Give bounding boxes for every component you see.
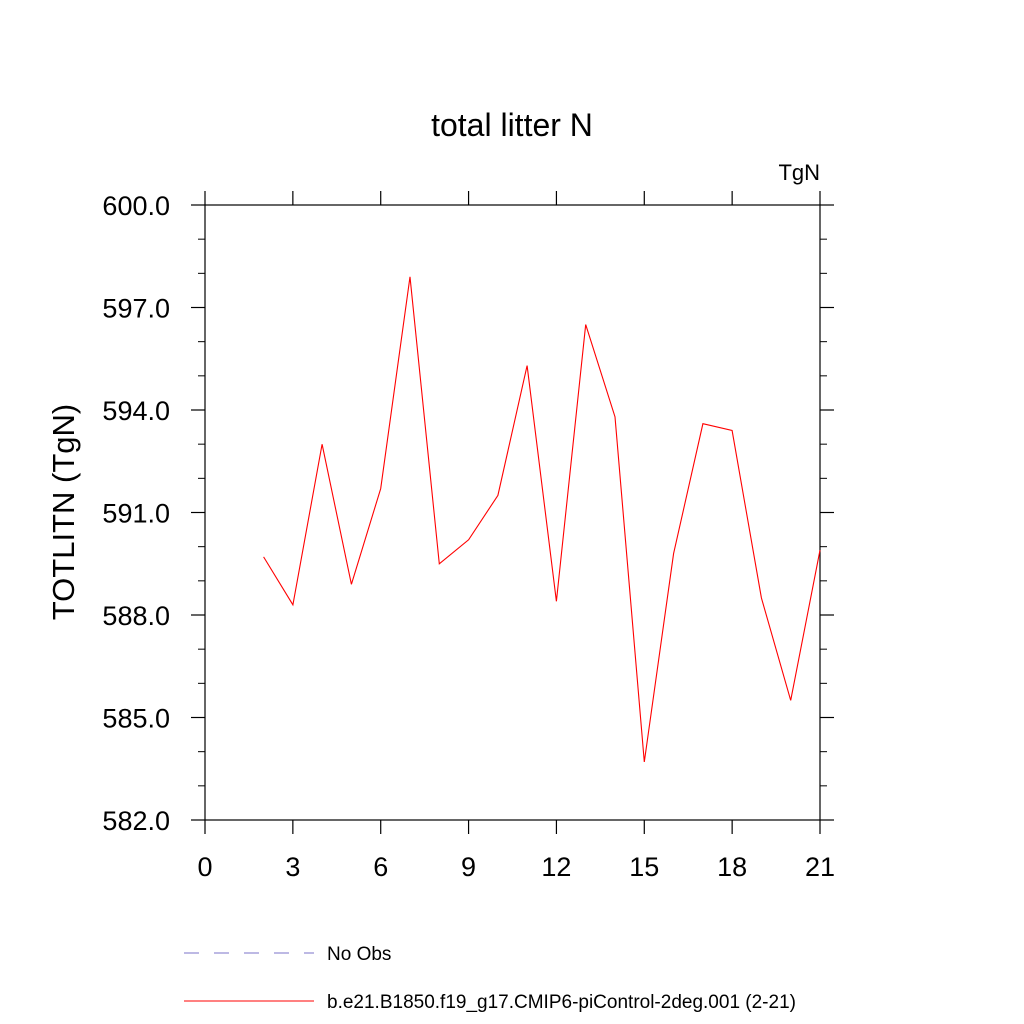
y-tick-label: 591.0	[102, 499, 170, 529]
y-axis-label: TOTLITN (TgN)	[46, 404, 81, 620]
x-tick-label: 6	[373, 852, 388, 882]
series-lines	[263, 276, 821, 762]
y-tick-labels: 582.0 585.0 588.0 591.0 594.0 597.0 600.0	[102, 191, 170, 836]
x-tick-label: 15	[629, 852, 659, 882]
x-tick-label: 3	[285, 852, 300, 882]
x-tick-label: 9	[461, 852, 476, 882]
y-tick-label: 588.0	[102, 601, 170, 631]
legend-label: No Obs	[327, 944, 391, 965]
legend-label: b.e21.B1850.f19_g17.CMIP6-piControl-2deg…	[327, 992, 796, 1013]
plot-frame	[204, 204, 821, 821]
x-tick-label: 0	[197, 852, 212, 882]
series-line-1	[263, 276, 821, 762]
x-tick-label: 12	[541, 852, 571, 882]
legend: No Obs b.e21.B1850.f19_g17.CMIP6-piContro…	[184, 944, 796, 1013]
x-tick-labels: 0 3 6 9 12 15 18 21	[197, 852, 835, 882]
x-tick-label: 21	[805, 852, 835, 882]
chart-title: total litter N	[431, 107, 593, 143]
axis-ticks	[191, 191, 834, 834]
y-tick-label: 597.0	[102, 294, 170, 324]
y-tick-label: 594.0	[102, 396, 170, 426]
y-tick-label: 582.0	[102, 806, 170, 836]
x-tick-label: 18	[717, 852, 747, 882]
y-tick-label: 600.0	[102, 191, 170, 221]
unit-label: TgN	[778, 160, 820, 185]
y-tick-label: 585.0	[102, 704, 170, 734]
